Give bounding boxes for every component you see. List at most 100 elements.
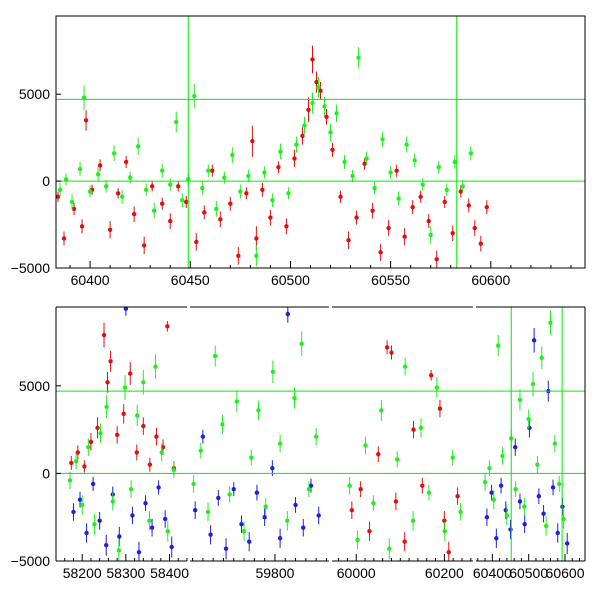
data-point: [508, 527, 513, 532]
data-point: [107, 227, 113, 232]
data-point: [378, 250, 383, 255]
data-point: [388, 170, 393, 175]
data-point: [355, 537, 360, 543]
data-point: [468, 151, 473, 156]
data-point: [168, 218, 173, 224]
data-point: [127, 175, 133, 180]
data-point: [428, 373, 434, 378]
data-point: [143, 500, 148, 506]
data-point: [108, 359, 113, 364]
data-point: [541, 511, 546, 516]
data-point: [494, 536, 499, 541]
data-point: [482, 479, 488, 485]
data-point: [535, 462, 540, 467]
data-point: [484, 204, 490, 210]
data-point: [466, 203, 471, 208]
data-point: [202, 210, 207, 215]
data-point: [247, 539, 252, 544]
data-point: [410, 204, 415, 210]
data-point: [69, 199, 75, 205]
data-point: [206, 168, 211, 173]
data-point: [370, 208, 375, 213]
data-point: [358, 486, 363, 492]
data-point: [174, 119, 179, 125]
data-point: [236, 253, 241, 259]
data-point: [254, 236, 259, 241]
data-point: [292, 156, 297, 161]
data-point: [200, 185, 205, 191]
data-point: [57, 187, 63, 192]
data-point: [249, 455, 254, 460]
data-point: [286, 191, 291, 196]
data-point: [111, 151, 117, 156]
data-point: [434, 385, 440, 390]
points-group-2-2: [347, 340, 463, 561]
data-point: [263, 504, 268, 509]
data-point: [123, 307, 129, 311]
data-point: [354, 215, 359, 220]
data-point: [356, 55, 361, 60]
data-point: [147, 518, 152, 523]
data-point: [116, 548, 122, 553]
data-point: [71, 509, 76, 515]
data-point: [293, 502, 298, 508]
y-tick-label: −5000: [11, 553, 51, 569]
data-point: [450, 455, 455, 460]
data-point: [165, 324, 170, 329]
data-point: [141, 380, 146, 385]
data-point: [550, 485, 556, 490]
data-point: [104, 543, 109, 548]
data-point: [387, 546, 392, 551]
data-point: [437, 406, 443, 411]
x-tick-label: 60400: [473, 565, 512, 581]
data-point: [87, 189, 93, 194]
data-point: [434, 257, 439, 262]
data-point: [254, 490, 260, 495]
data-point: [194, 239, 199, 245]
data-point: [180, 198, 185, 203]
data-point: [123, 159, 129, 165]
data-point: [141, 243, 147, 248]
data-point: [83, 118, 89, 123]
data-point: [324, 114, 329, 120]
data-point: [192, 508, 198, 513]
data-point: [316, 85, 321, 90]
data-point: [478, 241, 484, 246]
data-point: [71, 206, 77, 212]
data-point: [487, 465, 492, 471]
data-point: [418, 194, 423, 199]
data-point: [306, 107, 311, 113]
x-tick-label: 60600: [546, 565, 585, 581]
data-point: [67, 478, 73, 483]
data-point: [310, 100, 315, 106]
data-point: [306, 486, 312, 492]
data-point: [292, 395, 297, 401]
data-point: [97, 163, 103, 168]
data-point: [147, 462, 153, 467]
data-point: [458, 189, 463, 194]
data-point: [396, 196, 401, 201]
data-point: [160, 168, 165, 173]
data-point: [350, 173, 355, 179]
data-point: [214, 206, 219, 212]
data-point: [156, 485, 161, 490]
data-point: [262, 170, 267, 175]
data-point: [208, 532, 213, 537]
data-point: [220, 422, 225, 427]
x-tick-label: 60500: [271, 272, 310, 288]
data-point: [328, 130, 333, 135]
data-point: [498, 483, 504, 488]
data-point: [69, 460, 74, 466]
data-point: [484, 515, 490, 520]
data-point: [228, 201, 233, 206]
data-point: [262, 515, 267, 520]
data-point: [270, 369, 276, 375]
points-group-2-0: [67, 307, 177, 561]
data-point: [531, 338, 537, 343]
data-point: [349, 508, 355, 513]
x-tick-label: 58300: [106, 565, 145, 581]
data-point: [330, 147, 335, 153]
data-point: [314, 79, 319, 85]
data-point: [241, 529, 247, 534]
